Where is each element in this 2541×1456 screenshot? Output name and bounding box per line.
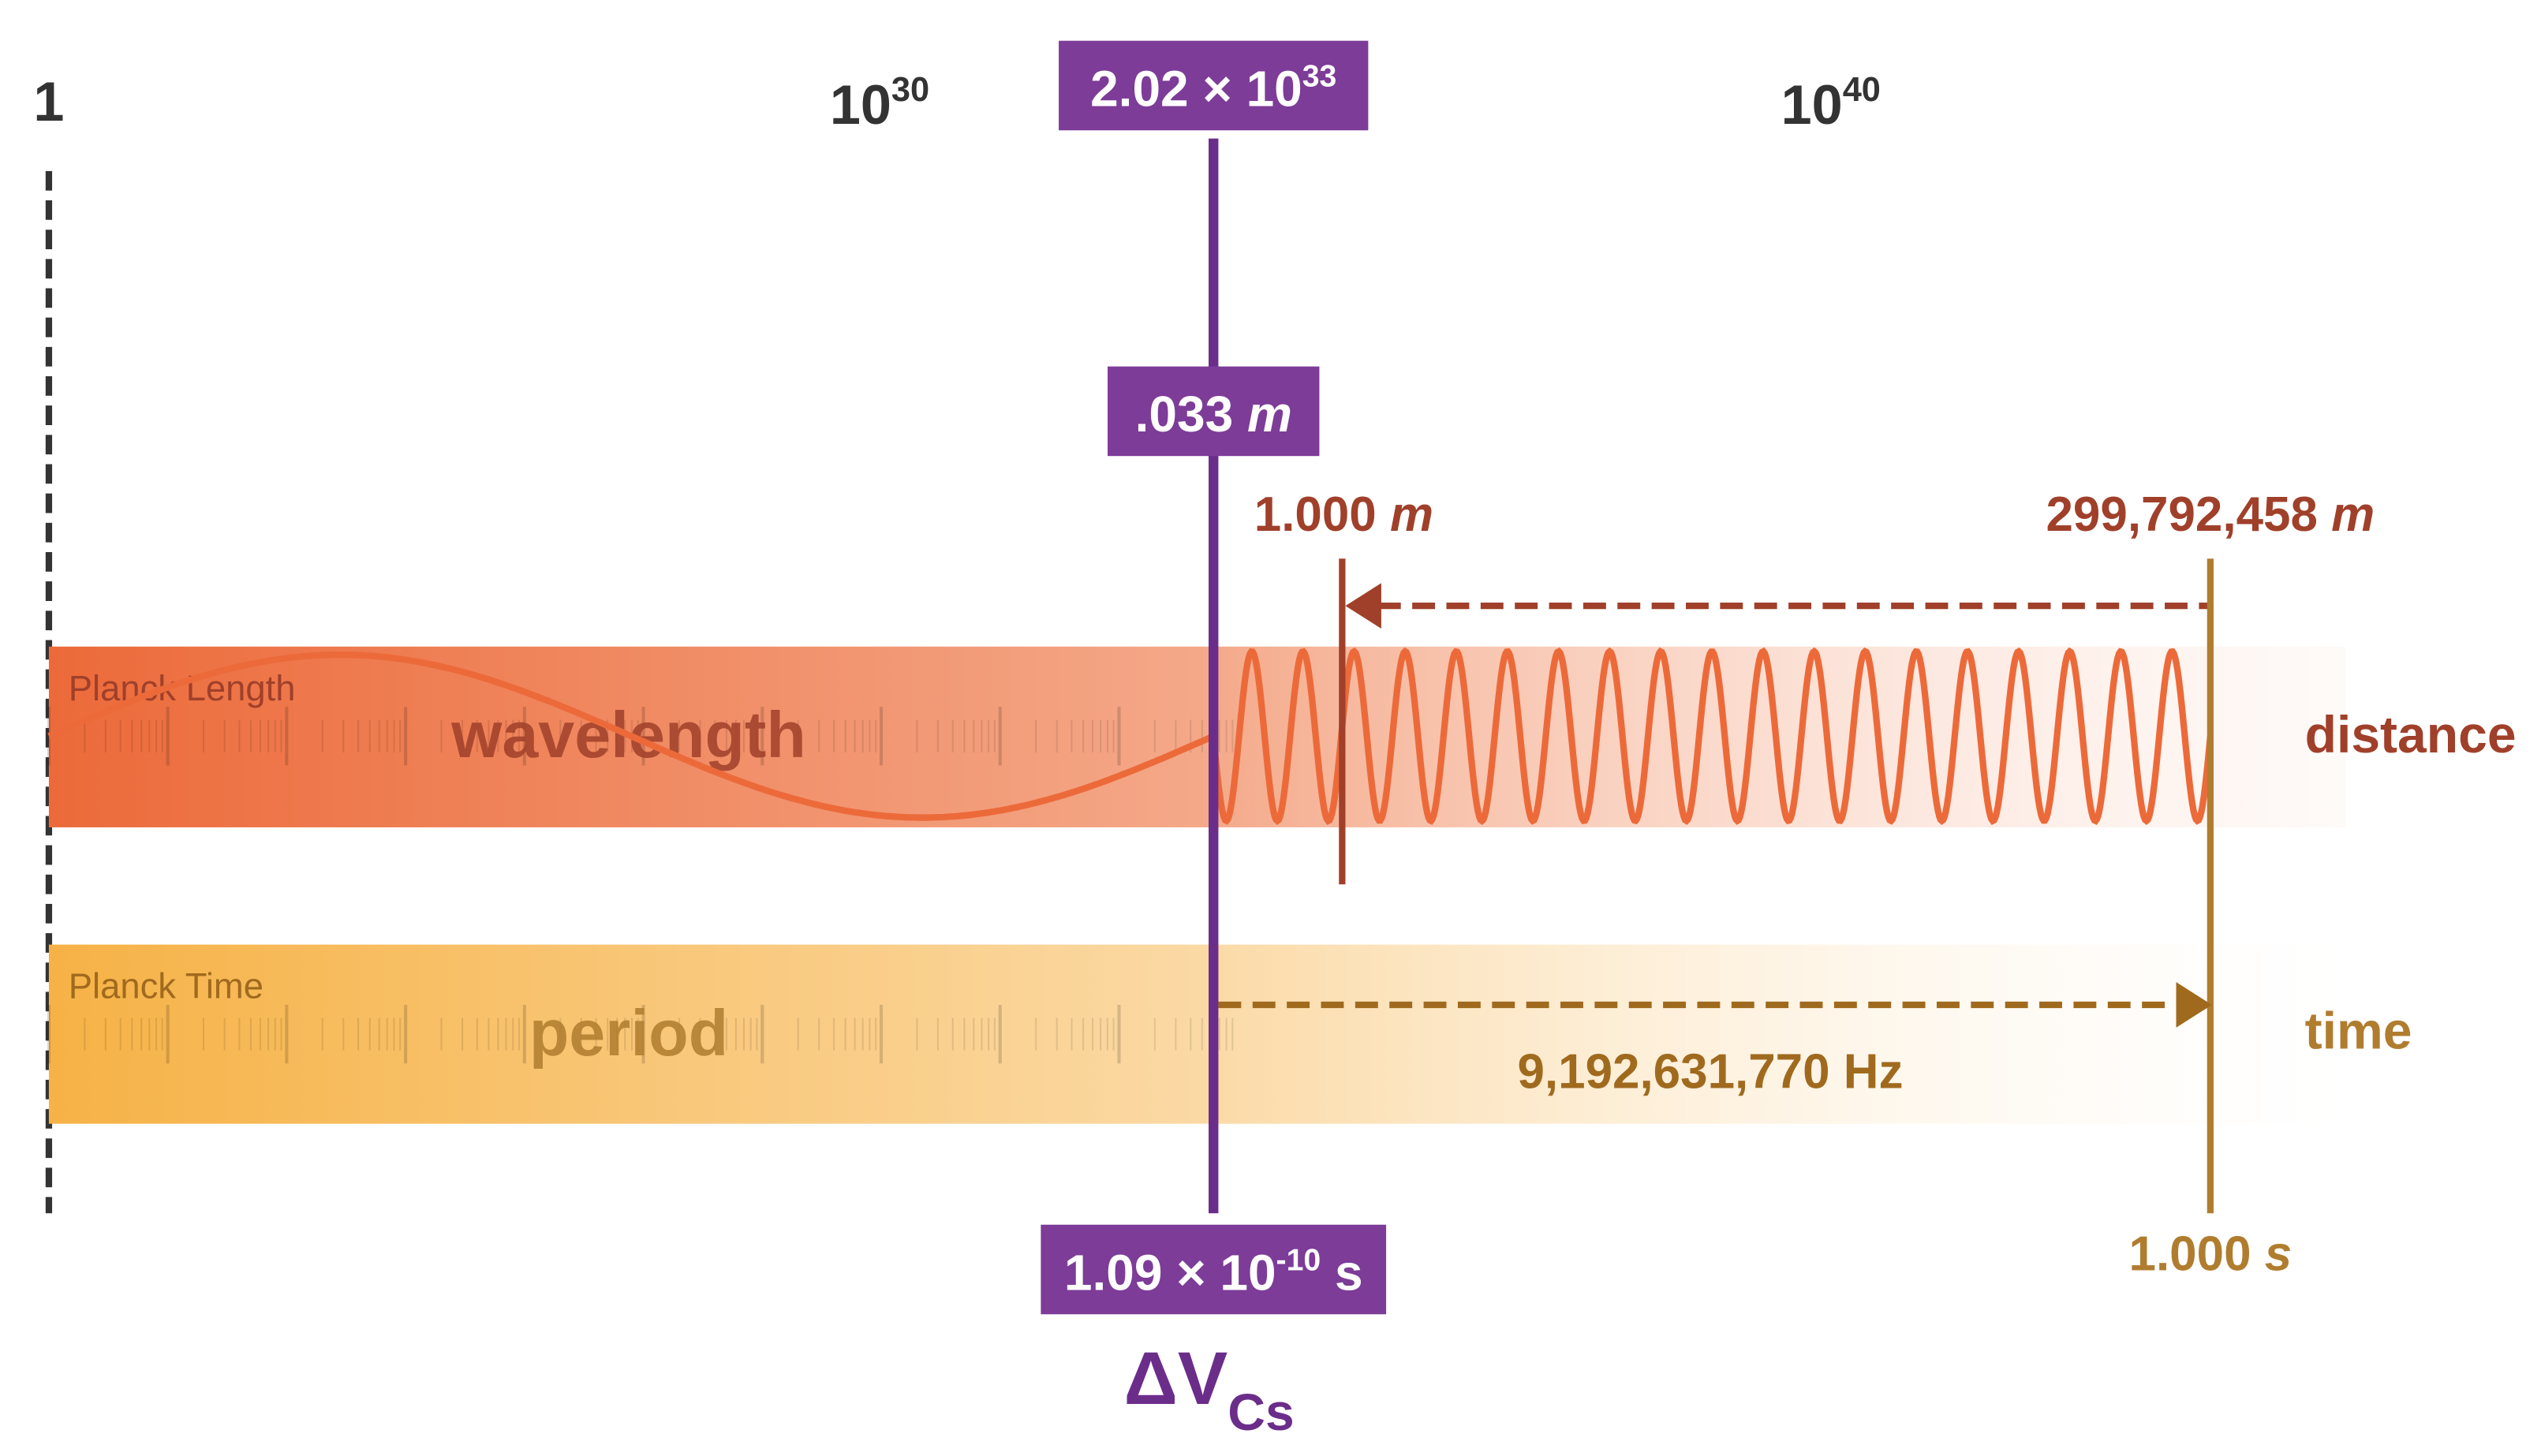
band-title: period <box>529 997 728 1070</box>
symbol: ΔVCs <box>1124 1337 1295 1442</box>
period-label: 1.09 × 10-10 s <box>1064 1243 1363 1301</box>
scale-label: 1040 <box>1781 71 1881 136</box>
start-label: 1.000 m <box>1254 487 1433 542</box>
arrow-head <box>2176 982 2212 1028</box>
arrow-head <box>1345 583 1381 629</box>
period-band <box>48 944 2346 1124</box>
label-box <box>1059 40 1369 131</box>
label-box <box>1041 1224 1387 1315</box>
end-label: 299,792,458 m <box>2046 487 2375 542</box>
scale-label: 1030 <box>830 71 929 136</box>
wave <box>47 647 2214 826</box>
band-side-label: distance <box>2305 706 2517 764</box>
frequency-label: 9,192,631,770 Hz <box>1517 1044 1903 1099</box>
band-side-label: time <box>2305 1002 2412 1061</box>
band-label: Planck Length <box>69 668 296 708</box>
label-box <box>1108 366 1320 457</box>
wavelength-label: .033 m <box>1135 386 1292 442</box>
band-label: Planck Time <box>69 966 263 1006</box>
count-label: 2.02 × 1033 <box>1090 58 1336 117</box>
ruler <box>402 170 2421 347</box>
time-end-label: 1.000 s <box>2129 1227 2293 1282</box>
origin-label: 1 <box>33 70 64 133</box>
band-ticks <box>47 707 1234 1064</box>
